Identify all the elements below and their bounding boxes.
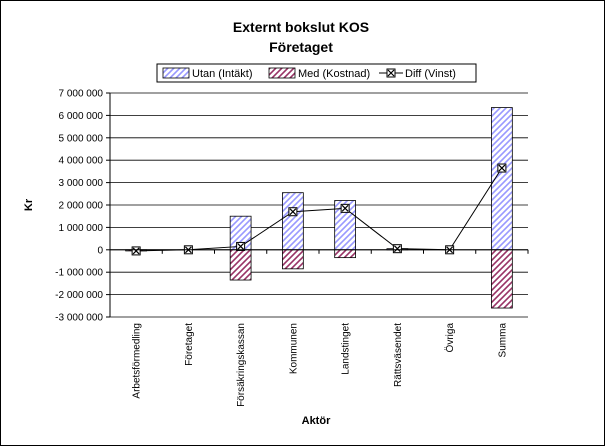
diff-line [131, 163, 507, 256]
y-tick-label: 1 000 000 [59, 223, 104, 234]
diff-point-7 [497, 163, 507, 173]
y-tick-label: 0 [97, 245, 103, 256]
x-axis-title: Aktör [302, 415, 331, 427]
y-tick-label: 5 000 000 [59, 133, 104, 144]
legend-swatch-utan [162, 67, 190, 79]
legend: Utan (Intäkt) Med (Kostnad) Diff (Vinst) [156, 63, 477, 83]
legend-label-med: Med (Kostnad) [298, 68, 370, 80]
x-tick-label: Summa [497, 323, 508, 358]
x-tick-label: Arbetsförmedling [132, 323, 143, 399]
x-tick-label: Rättsväsendet [393, 323, 404, 387]
bar-med-4 [334, 249, 356, 259]
diff-point-2 [236, 241, 246, 252]
diff-point-4 [340, 203, 350, 213]
chart-title: Externt bokslut KOS [233, 19, 369, 35]
x-tick-label: Företaget [184, 323, 195, 366]
legend-swatch-med [268, 67, 296, 79]
bar-med-7 [491, 249, 513, 309]
y-tick-label: 2 000 000 [59, 201, 104, 212]
diff-series-line [136, 167, 503, 252]
diff-point-0 [131, 246, 141, 256]
bars [125, 107, 513, 309]
diff-point-3 [288, 207, 298, 217]
legend-marker-diff [386, 68, 396, 78]
x-axis-ticks: Arbetsförmedling Företaget Försäkringskass… [109, 249, 529, 407]
legend-label-diff: Diff (Vinst) [405, 68, 456, 80]
chart-subtitle: Företaget [269, 39, 333, 55]
y-tick-label: 7 000 000 [59, 89, 104, 100]
gridlines [110, 92, 528, 318]
bar-utan-3 [282, 192, 304, 251]
bar-med-2 [229, 249, 252, 281]
legend-box [156, 63, 477, 83]
y-tick-label: 3 000 000 [59, 178, 104, 189]
x-tick-label: Kommunen [288, 323, 299, 374]
y-tick-label: 4 000 000 [59, 156, 104, 167]
y-axis-title: Kr [23, 198, 35, 211]
diff-point-5 [392, 244, 402, 254]
y-tick-label: 6 000 000 [59, 111, 104, 122]
y-tick-label: -2 000 000 [55, 290, 103, 301]
y-tick-label: -1 000 000 [55, 268, 103, 279]
bar-med-3 [282, 249, 304, 270]
x-tick-label: Landstinget [341, 323, 352, 375]
y-axis-ticks: 7 000 000 6 000 000 5 000 000 4 000 000 3 00… [55, 89, 110, 324]
y-tick-label: -3 000 000 [55, 313, 103, 324]
x-tick-label: Övriga [444, 323, 456, 353]
x-tick-label: Försäkringskassan [236, 323, 247, 407]
legend-label-utan: Utan (Intäkt) [192, 68, 253, 80]
